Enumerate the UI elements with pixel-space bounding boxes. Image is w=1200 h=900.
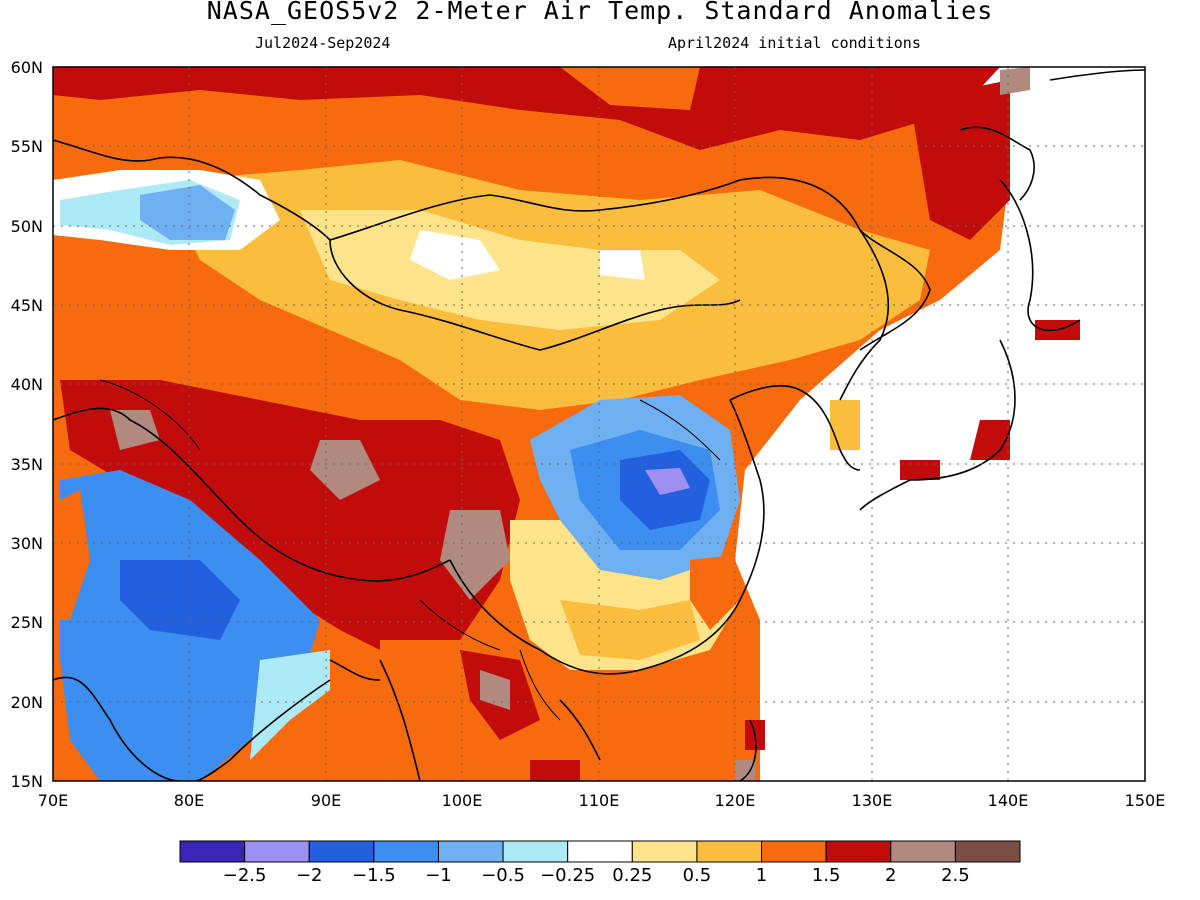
colorbar-swatch <box>437 840 504 863</box>
colorbar-label: 1.5 <box>812 865 841 886</box>
lon-label: 100E <box>442 791 483 810</box>
lat-label: 50N <box>11 217 43 236</box>
colorbar-swatch <box>890 840 956 863</box>
map-frame <box>52 66 1146 782</box>
tibet-anomaly <box>60 380 520 660</box>
lat-label: 25N <box>11 613 43 632</box>
colorbar-swatch <box>373 840 439 863</box>
colorbar-label: 0.25 <box>612 865 652 886</box>
colorbar-label: 2 <box>885 865 896 886</box>
colorbar-label: −2 <box>296 865 323 886</box>
colorbar-swatch <box>825 840 892 863</box>
coastlines <box>53 69 1145 781</box>
warm-anomaly-north <box>53 67 1000 150</box>
colorbar-label: −1.5 <box>352 865 396 886</box>
lon-label: 120E <box>715 791 756 810</box>
colorbar-swatch <box>567 840 633 863</box>
lon-label: 110E <box>579 791 620 810</box>
lat-labels: 60N 55N 50N 45N 40N 35N 30N 25N 20N 15N <box>11 58 43 791</box>
gridlines <box>53 67 1145 781</box>
lat-label: 15N <box>11 772 43 791</box>
lat-label: 40N <box>11 375 43 394</box>
colorbar-label: 2.5 <box>941 865 970 886</box>
lat-label: 45N <box>11 296 43 315</box>
init-conditions-label: April2024 initial conditions <box>668 34 921 52</box>
colorbar-label: −0.5 <box>481 865 525 886</box>
lon-label: 70E <box>38 791 68 810</box>
period-label: Jul2024-Sep2024 <box>255 34 391 52</box>
lon-label: 130E <box>852 791 893 810</box>
lon-label: 80E <box>174 791 204 810</box>
lon-label: 140E <box>988 791 1029 810</box>
colorbar: −2.5 −2 −1.5 −1 −0.5 −0.25 0.25 0.5 1 1.5 2 2.5 <box>179 840 1021 886</box>
lat-label: 60N <box>11 58 43 77</box>
colorbar-label: −1 <box>425 865 452 886</box>
lat-label: 30N <box>11 534 43 553</box>
colorbar-label: 1 <box>756 865 767 886</box>
colorbar-swatch <box>502 840 569 863</box>
colorbar-swatch <box>179 840 246 863</box>
lat-label: 35N <box>11 455 43 474</box>
colorbar-swatch <box>696 840 763 863</box>
lat-label: 20N <box>11 693 43 712</box>
colorbar-swatch <box>631 840 698 863</box>
colorbar-swatch <box>761 840 827 863</box>
colorbar-swatch <box>954 840 1021 863</box>
colorbar-label: 0.5 <box>683 865 712 886</box>
colorbar-swatch <box>308 840 375 863</box>
colorbar-swatch <box>244 840 310 863</box>
colorbar-label: −0.25 <box>540 865 595 886</box>
lon-labels: 70E 80E 90E 100E 110E 120E 130E 140E 150… <box>38 791 1166 810</box>
lon-label: 150E <box>1125 791 1166 810</box>
ocean-region <box>735 67 1145 781</box>
borders <box>99 379 721 721</box>
lat-label: 55N <box>11 137 43 156</box>
anomaly-map <box>53 67 1145 781</box>
lon-label: 90E <box>311 791 341 810</box>
colorbar-label: −2.5 <box>223 865 267 886</box>
chart-title: NASA_GEOS5v2 2-Meter Air Temp. Standard … <box>206 0 994 25</box>
